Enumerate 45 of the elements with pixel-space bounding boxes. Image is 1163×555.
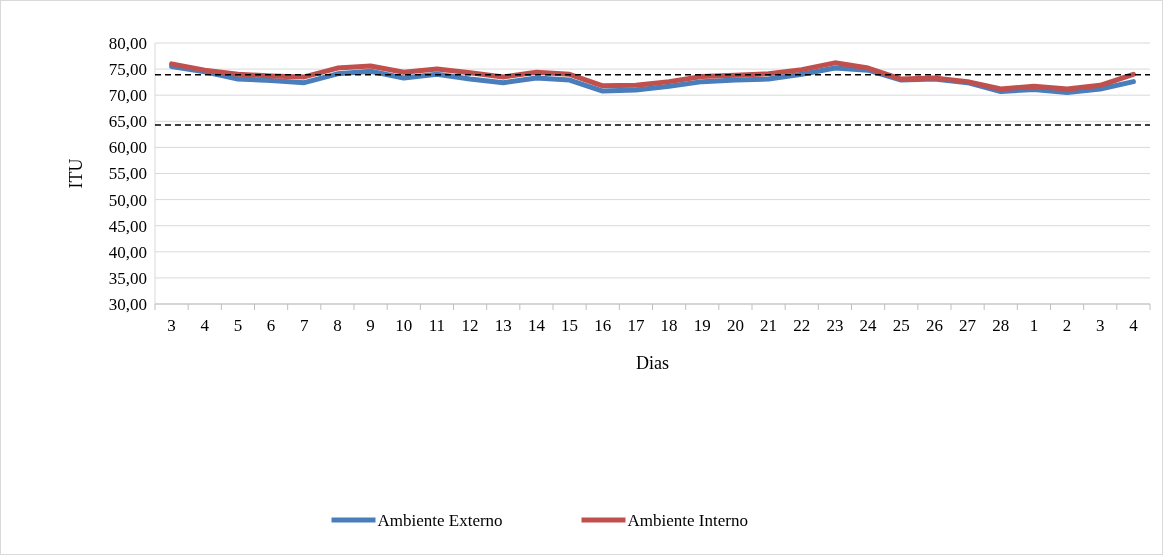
x-tick-label: 22 — [793, 316, 811, 335]
x-tick-label: 15 — [561, 316, 579, 335]
x-tick-label: 7 — [300, 316, 309, 335]
y-tick-label: 30,00 — [108, 294, 147, 314]
x-tick-label: 4 — [1129, 316, 1139, 335]
legend-label: Ambiente Interno — [627, 510, 748, 530]
y-tick-label: 50,00 — [108, 190, 147, 210]
x-tick-label: 16 — [594, 316, 612, 335]
x-tick-label: 4 — [200, 316, 210, 335]
y-tick-label: 65,00 — [108, 112, 147, 132]
legend-label: Ambiente Externo — [377, 510, 503, 530]
y-tick-label: 55,00 — [108, 164, 147, 184]
x-tick-label: 19 — [693, 316, 711, 335]
y-tick-label: 40,00 — [108, 242, 147, 262]
x-tick-label: 25 — [892, 316, 910, 335]
x-tick-label: 2 — [1062, 316, 1072, 335]
y-tick-label: 80,00 — [108, 33, 147, 53]
x-tick-label: 8 — [333, 316, 342, 335]
x-tick-label: 5 — [233, 316, 243, 335]
x-tick-label: 3 — [167, 316, 176, 335]
x-tick-label: 11 — [428, 316, 446, 335]
x-tick-label: 26 — [925, 316, 943, 335]
x-tick-label: 28 — [992, 316, 1010, 335]
x-tick-label: 17 — [627, 316, 645, 335]
x-axis-title: Dias — [636, 353, 669, 373]
x-tick-label: 20 — [726, 316, 744, 335]
y-tick-label: 75,00 — [108, 60, 147, 80]
x-tick-label: 9 — [366, 316, 375, 335]
x-tick-label: 6 — [266, 316, 276, 335]
y-tick-label: 35,00 — [108, 268, 147, 288]
x-tick-label: 14 — [527, 316, 546, 335]
y-tick-label: 45,00 — [108, 216, 147, 236]
x-tick-label: 1 — [1029, 316, 1039, 335]
x-tick-label: 3 — [1096, 316, 1105, 335]
x-tick-label: 12 — [461, 316, 479, 335]
x-tick-label: 13 — [494, 316, 512, 335]
y-tick-label: 70,00 — [108, 86, 147, 106]
x-tick-label: 10 — [395, 316, 413, 335]
x-tick-label: 23 — [826, 316, 844, 335]
y-tick-label: 60,00 — [108, 138, 147, 158]
x-tick-label: 27 — [959, 316, 977, 335]
y-axis-title: ITU — [66, 158, 86, 189]
x-tick-label: 21 — [760, 316, 778, 335]
x-tick-label: 24 — [859, 316, 878, 335]
x-tick-label: 18 — [660, 316, 678, 335]
